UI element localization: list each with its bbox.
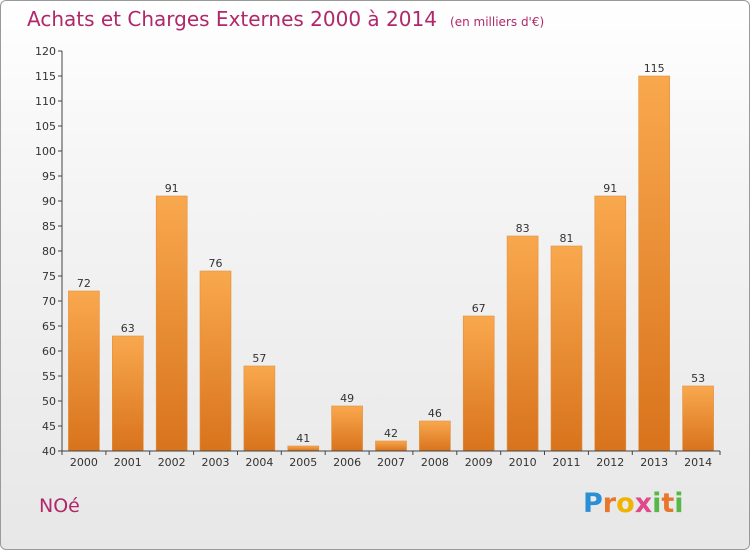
x-tick-label-2011: 2011 bbox=[553, 456, 581, 469]
logo-letter: i bbox=[652, 488, 662, 519]
y-tick-label-80: 80 bbox=[42, 245, 56, 258]
chart-subtitle: (en milliers d'€) bbox=[450, 15, 545, 29]
bar-2012 bbox=[594, 195, 627, 452]
y-tick-label-60: 60 bbox=[42, 345, 56, 358]
y-tick-label-75: 75 bbox=[42, 270, 56, 283]
data-label-2011: 81 bbox=[560, 232, 574, 245]
data-label-2006: 49 bbox=[340, 392, 354, 405]
bar-2014 bbox=[682, 385, 714, 452]
bar-2006 bbox=[331, 405, 363, 452]
data-label-2013: 115 bbox=[644, 62, 665, 75]
bar-2004 bbox=[243, 365, 276, 452]
y-tick-label-70: 70 bbox=[42, 295, 56, 308]
bar-2013 bbox=[638, 75, 671, 452]
y-tick-label-85: 85 bbox=[42, 220, 56, 233]
data-label-2000: 72 bbox=[77, 277, 91, 290]
x-tick-label-2002: 2002 bbox=[158, 456, 186, 469]
y-tick-label-110: 110 bbox=[35, 95, 56, 108]
x-tick-label-2003: 2003 bbox=[202, 456, 230, 469]
data-label-2004: 57 bbox=[252, 352, 266, 365]
data-label-2001: 63 bbox=[121, 322, 135, 335]
y-tick-label-65: 65 bbox=[42, 320, 56, 333]
y-tick-label-55: 55 bbox=[42, 370, 56, 383]
y-tick-label-45: 45 bbox=[42, 420, 56, 433]
x-tick-label-2007: 2007 bbox=[377, 456, 405, 469]
x-tick-label-2004: 2004 bbox=[245, 456, 273, 469]
bar-2001 bbox=[112, 335, 144, 452]
x-tick-label-2010: 2010 bbox=[509, 456, 537, 469]
proxiti-logo: Proxiti bbox=[583, 488, 684, 519]
bar-2005 bbox=[287, 445, 320, 452]
bar-2009 bbox=[462, 315, 495, 452]
bars-group: 72 63 91 76 57 41 49 42 46 67 83 81 91 115 53 bbox=[68, 62, 714, 452]
title-block: Achats et Charges Externes 2000 à 2014 (… bbox=[27, 7, 544, 31]
y-tick-label-95: 95 bbox=[42, 170, 56, 183]
logo-letter: r bbox=[602, 488, 617, 519]
bar-2011 bbox=[550, 245, 583, 452]
y-tick-label-40: 40 bbox=[42, 445, 56, 458]
bar-2000 bbox=[68, 290, 100, 452]
x-tick-label-2006: 2006 bbox=[333, 456, 361, 469]
y-tick-label-120: 120 bbox=[35, 45, 56, 58]
data-label-2008: 46 bbox=[428, 407, 442, 420]
commune-name: NOé bbox=[39, 495, 80, 517]
y-tick-label-90: 90 bbox=[42, 195, 56, 208]
data-label-2009: 67 bbox=[472, 302, 486, 315]
x-tick-label-2014: 2014 bbox=[684, 456, 712, 469]
data-label-2005: 41 bbox=[296, 432, 310, 445]
bar-2010 bbox=[506, 235, 539, 452]
x-tick-label-2008: 2008 bbox=[421, 456, 449, 469]
y-tick-label-50: 50 bbox=[42, 395, 56, 408]
data-label-2003: 76 bbox=[209, 257, 223, 270]
logo-letter: P bbox=[583, 488, 603, 519]
data-label-2002: 91 bbox=[165, 182, 179, 195]
bar-2008 bbox=[419, 420, 451, 452]
logo-letter: x bbox=[634, 488, 653, 519]
bar-2007 bbox=[375, 440, 407, 452]
y-tick-label-115: 115 bbox=[35, 70, 56, 83]
logo-letter: o bbox=[616, 488, 635, 519]
y-tick-label-100: 100 bbox=[35, 145, 56, 158]
data-label-2010: 83 bbox=[516, 222, 530, 235]
x-tick-label-2001: 2001 bbox=[114, 456, 142, 469]
x-tick-label-2005: 2005 bbox=[289, 456, 317, 469]
bar-2003 bbox=[199, 270, 232, 452]
x-tick-label-2009: 2009 bbox=[465, 456, 493, 469]
x-tick-label-2012: 2012 bbox=[596, 456, 624, 469]
x-tick-label-2013: 2013 bbox=[640, 456, 668, 469]
chart-title: Achats et Charges Externes 2000 à 2014 bbox=[27, 7, 437, 31]
bar-2002 bbox=[155, 195, 188, 452]
data-label-2014: 53 bbox=[691, 372, 705, 385]
data-label-2007: 42 bbox=[384, 427, 398, 440]
axes-group: 2000 2001 2002 2003 2004 2005 2006 2007 2008 2009… bbox=[35, 45, 721, 469]
logo-letter: t bbox=[661, 488, 675, 519]
y-tick-label-105: 105 bbox=[35, 120, 56, 133]
x-tick-label-2000: 2000 bbox=[70, 456, 98, 469]
logo-letter: i bbox=[674, 488, 684, 519]
data-label-2012: 91 bbox=[603, 182, 617, 195]
